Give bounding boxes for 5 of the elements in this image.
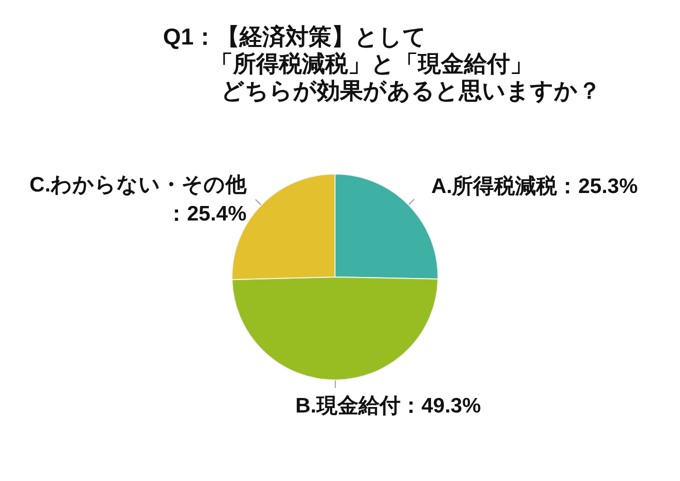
data-label: ：25.4% [166, 202, 247, 226]
slice-label: C.わからない・その他 [30, 174, 248, 197]
slice-label: A.所得税減税：25.3% [431, 174, 638, 198]
chart-title: Q1：【経済対策】として「所得税減税」と「現金給付」どちらが効果があると思いますか？ [163, 24, 601, 104]
slice-label: B.現金給付：49.3% [295, 394, 482, 418]
